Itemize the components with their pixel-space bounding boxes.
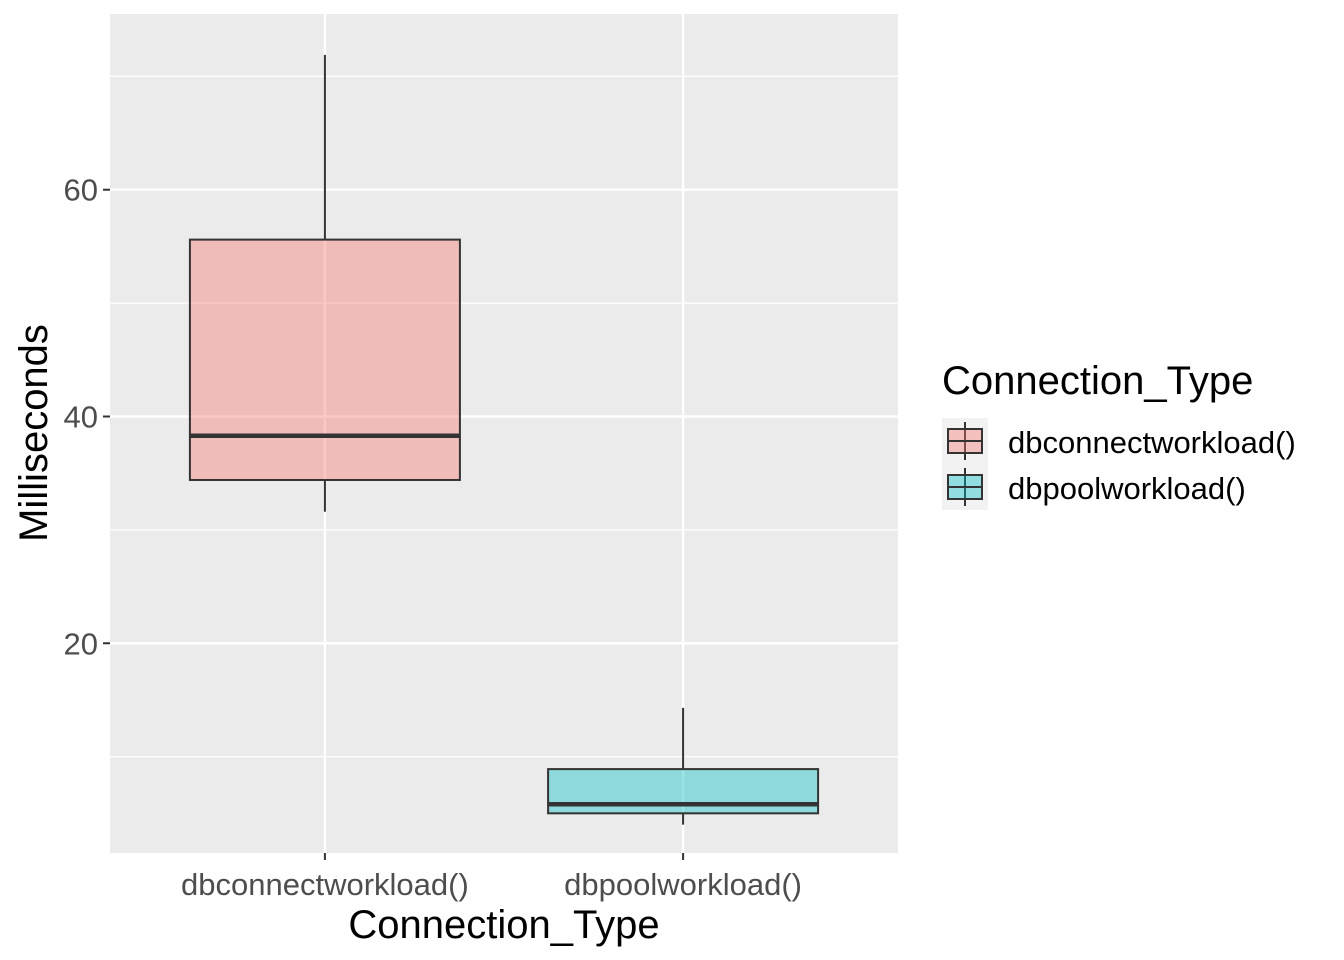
- y-tick-label: 40: [64, 399, 98, 434]
- minor-gridlines: [110, 75, 898, 758]
- legend: Connection_Type dbconnectworkload() dbpoo…: [942, 359, 1296, 510]
- x-axis-title: Connection_Type: [348, 903, 659, 947]
- legend-key: [942, 464, 988, 510]
- box-2: [547, 707, 820, 825]
- y-tick-label: 20: [64, 626, 98, 661]
- box-body: [547, 768, 820, 815]
- y-tick-label: 60: [64, 173, 98, 208]
- y-axis-title: Milliseconds: [12, 324, 56, 542]
- x-tick-label: dbpoolworkload(): [564, 867, 802, 902]
- box-1: [188, 54, 461, 512]
- legend-label: dbpoolworkload(): [1008, 471, 1246, 506]
- y-axis: 20 40 60: [64, 173, 110, 661]
- legend-title: Connection_Type: [942, 359, 1253, 403]
- legend-label: dbconnectworkload(): [1008, 425, 1296, 460]
- x-axis: dbconnectworkload() dbpoolworkload(): [181, 853, 802, 902]
- boxplot-series: [188, 54, 820, 825]
- panel-background: [110, 14, 898, 853]
- x-tick-label: dbconnectworkload(): [181, 867, 469, 902]
- legend-key: [942, 418, 988, 464]
- box-body: [188, 238, 461, 481]
